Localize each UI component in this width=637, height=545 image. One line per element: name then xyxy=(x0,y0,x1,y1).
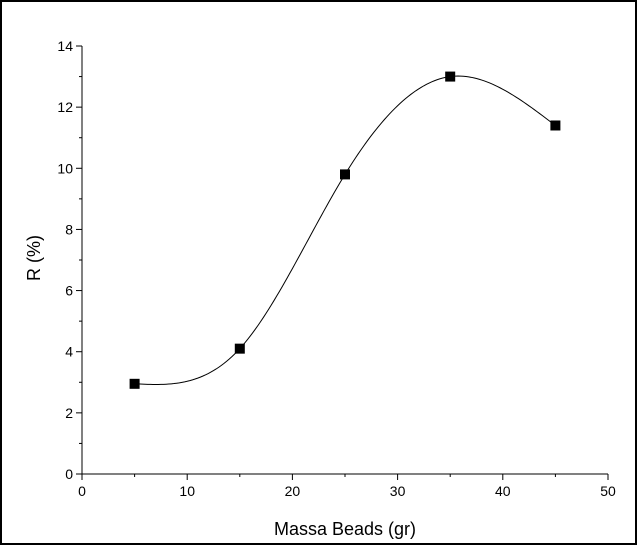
data-point-marker xyxy=(445,71,456,82)
y-tick-label: 8 xyxy=(65,221,73,237)
y-tick-label: 4 xyxy=(65,344,73,360)
y-tick-label: 6 xyxy=(65,283,73,299)
y-axis-tick-labels: 0 2 4 6 8 10 12 14 xyxy=(57,38,73,482)
y-tick-label: 14 xyxy=(57,38,73,54)
x-tick-label: 20 xyxy=(285,483,301,499)
data-point-marker xyxy=(234,343,245,354)
x-tick-label: 50 xyxy=(600,483,616,499)
series-points xyxy=(129,71,561,389)
y-tick-label: 12 xyxy=(57,99,73,115)
x-axis-tick-labels: 0 10 20 30 40 50 xyxy=(78,483,616,499)
x-tick-label: 10 xyxy=(179,483,195,499)
data-point-marker xyxy=(550,120,561,131)
y-tick-label: 2 xyxy=(65,405,73,421)
y-axis-ticks xyxy=(76,45,82,475)
y-tick-label: 0 xyxy=(65,466,73,482)
y-tick-label: 10 xyxy=(57,160,73,176)
x-axis-ticks xyxy=(81,474,609,480)
x-tick-label: 30 xyxy=(390,483,406,499)
x-tick-label: 40 xyxy=(495,483,511,499)
data-point-marker xyxy=(340,169,350,180)
x-tick-label: 0 xyxy=(78,483,86,499)
y-axis-title: R (%) xyxy=(24,235,44,281)
data-point-marker xyxy=(129,378,140,389)
x-axis-title: Massa Beads (gr) xyxy=(274,519,416,539)
